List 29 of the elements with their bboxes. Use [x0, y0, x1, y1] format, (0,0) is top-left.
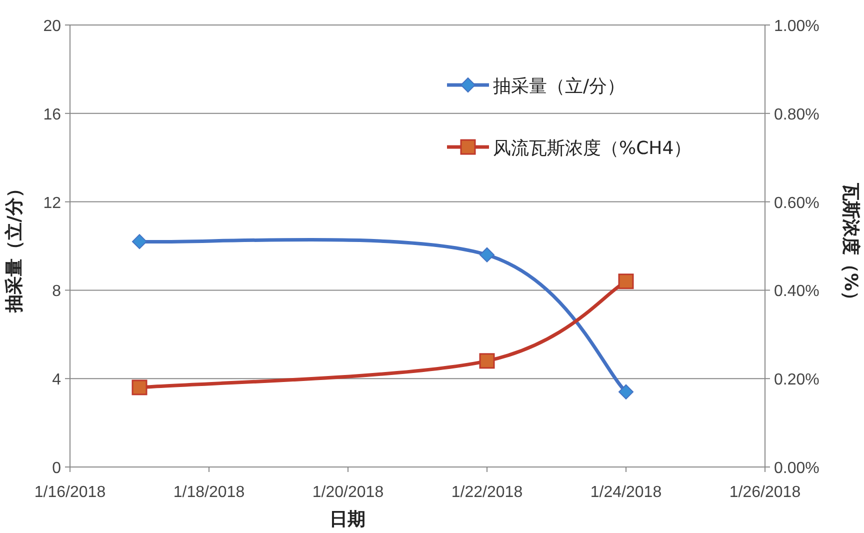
y2-tick-label: 0.80% [774, 106, 820, 124]
point [480, 247, 494, 262]
legend-label: 抽采量（立/分） [493, 76, 626, 97]
point [132, 380, 148, 396]
y2-tick-label: 0.20% [774, 372, 820, 389]
x-axis-title: 日期 [330, 509, 366, 530]
y2-tick-label: 0.00% [774, 460, 820, 477]
y-tick-label: 20 [43, 18, 62, 35]
y-tick-label: 12 [43, 194, 62, 212]
x-tick-label: 1/18/2018 [173, 484, 245, 501]
y-tick-label: 4 [52, 372, 62, 389]
y2-tick-label: 1.00% [774, 18, 820, 35]
legend-label: 风流瓦斯浓度（%CH4） [493, 138, 692, 159]
x-tick-label: 1/20/2018 [312, 484, 384, 501]
x-tick-label: 1/26/2018 [729, 484, 801, 501]
x-tick-label: 1/22/2018 [451, 484, 523, 501]
x-tick-label: 1/16/2018 [34, 484, 106, 501]
point [618, 274, 634, 290]
y2-tick-label: 0.60% [774, 194, 820, 212]
x-tick-label: 1/24/2018 [590, 484, 662, 501]
y2-tick-label: 0.40% [774, 283, 820, 300]
y-axis-title: 抽采量（立/分） [4, 180, 25, 314]
point [132, 234, 147, 250]
y-tick-label: 8 [52, 283, 62, 300]
point [618, 384, 634, 400]
y-tick-label: 0 [52, 460, 62, 477]
point [479, 353, 495, 369]
y2-axis-title: 瓦斯浓度（%） [840, 182, 861, 310]
y-tick-label: 16 [43, 106, 62, 124]
